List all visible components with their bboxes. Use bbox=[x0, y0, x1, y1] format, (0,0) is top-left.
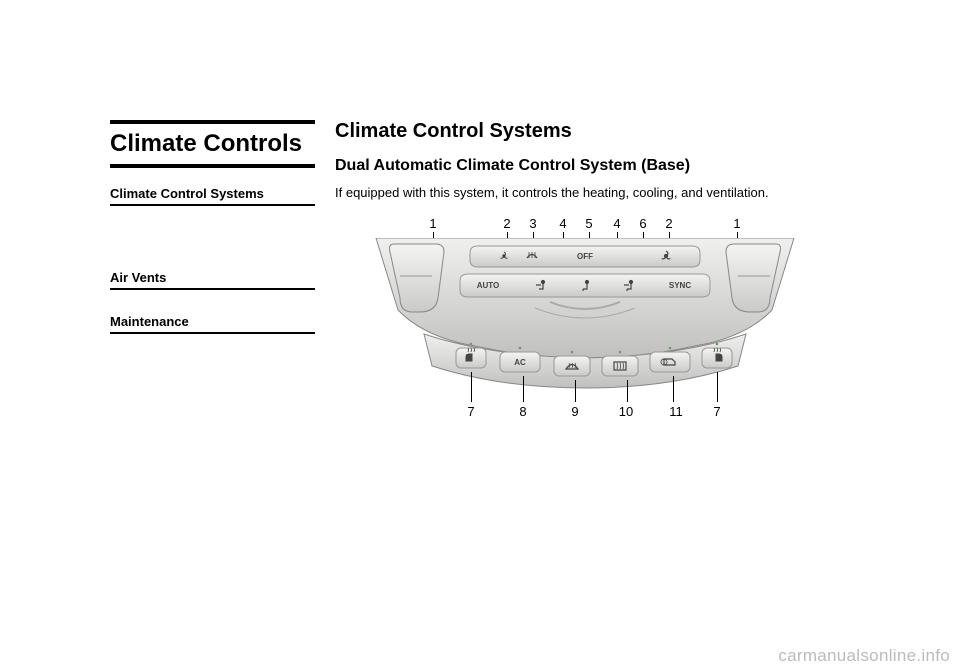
watermark: carmanualsonline.info bbox=[778, 646, 950, 666]
callout-top-4a: 4 bbox=[556, 216, 570, 231]
callout-bottom-7b: 7 bbox=[710, 404, 724, 419]
main-subtitle: Dual Automatic Climate Control System (B… bbox=[335, 157, 850, 175]
callout-top-1b: 1 bbox=[730, 216, 744, 231]
sidebar-section-climate: Climate Control Systems bbox=[110, 186, 315, 206]
auto-label: AUTO bbox=[477, 281, 500, 290]
main-title: Climate Control Systems bbox=[335, 120, 850, 143]
callout-top-5: 5 bbox=[582, 216, 596, 231]
main-body: If equipped with this system, it control… bbox=[335, 185, 850, 200]
sidebar-section-airvents: Air Vents bbox=[110, 270, 315, 290]
callout-top-3: 3 bbox=[526, 216, 540, 231]
callout-top-6: 6 bbox=[636, 216, 650, 231]
callout-bottom-9: 9 bbox=[568, 404, 582, 419]
climate-panel-diagram: OFF AUTO bbox=[370, 238, 800, 390]
sidebar-section-maintenance: Maintenance bbox=[110, 314, 315, 334]
sidebar: Climate Controls Climate Control Systems… bbox=[110, 120, 315, 425]
off-label: OFF bbox=[577, 252, 593, 261]
callout-bottom-8: 8 bbox=[516, 404, 530, 419]
ac-label: AC bbox=[514, 358, 526, 367]
sync-label: SYNC bbox=[669, 281, 691, 290]
callout-top-2b: 2 bbox=[662, 216, 676, 231]
callout-bottom-11: 11 bbox=[666, 404, 686, 419]
callout-top-1: 1 bbox=[426, 216, 440, 231]
callout-bottom-7a: 7 bbox=[464, 404, 478, 419]
main-content: Climate Control Systems Dual Automatic C… bbox=[335, 120, 850, 425]
callout-top-2: 2 bbox=[500, 216, 514, 231]
sidebar-title: Climate Controls bbox=[110, 120, 315, 168]
callout-bottom-10: 10 bbox=[616, 404, 636, 419]
callout-top-4b: 4 bbox=[610, 216, 624, 231]
climate-panel-figure: 1 2 3 4 5 4 6 2 1 bbox=[345, 210, 825, 425]
